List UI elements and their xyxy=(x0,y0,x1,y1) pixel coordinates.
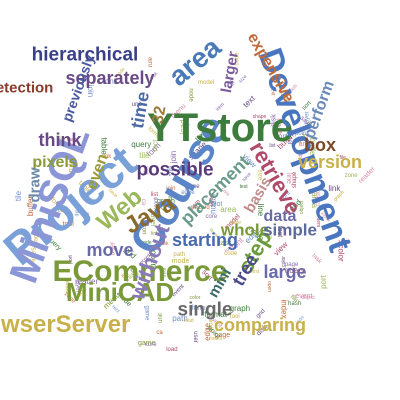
filler-word: query xyxy=(284,265,305,275)
filler-word: ca xyxy=(156,330,163,337)
filler-word: test xyxy=(251,268,260,275)
filler-word: load xyxy=(184,317,194,324)
filler-word: area xyxy=(298,141,313,149)
filler-word: font xyxy=(102,76,117,86)
filler-word: page xyxy=(214,331,231,339)
filler-word: core xyxy=(144,342,157,349)
filler-word: link xyxy=(328,184,341,193)
filler-word: unit xyxy=(338,238,350,246)
filler-word: area xyxy=(220,205,237,215)
filler-word: port xyxy=(318,275,328,290)
cloud-word-possible: possible xyxy=(136,159,214,181)
cloud-word-think: think xyxy=(38,130,82,150)
filler-word: view xyxy=(271,239,290,258)
filler-word: game xyxy=(143,305,150,321)
cloud-word-starting: starting xyxy=(171,230,239,250)
filler-word: user xyxy=(191,330,198,343)
cloud-word-data: data xyxy=(263,208,297,225)
cloud-word-draw: draw xyxy=(26,167,44,203)
filler-word: color xyxy=(189,295,201,302)
filler-word: plot xyxy=(211,200,223,208)
filler-word: page xyxy=(284,262,299,269)
cloud-word-simple: simple xyxy=(263,220,317,240)
filler-word: task xyxy=(218,240,232,248)
cloud-word-ytstore: YTstore xyxy=(147,106,293,150)
cloud-word-large: large xyxy=(263,262,307,282)
filler-word: index xyxy=(210,335,223,342)
filler-word: form xyxy=(191,305,206,313)
filler-word: file xyxy=(339,155,346,162)
filler-word: event xyxy=(295,292,313,300)
filler-word: open xyxy=(265,281,272,293)
cloud-word-ecommerce: ECommerce xyxy=(52,255,228,288)
filler-word: test xyxy=(239,184,248,191)
filler-word: game xyxy=(138,340,156,348)
filler-word: ca xyxy=(57,207,65,214)
cloud-word-comparing: comparing xyxy=(213,315,307,335)
filler-word: sort xyxy=(274,132,288,142)
filler-word: size xyxy=(238,73,249,85)
filler-word: graph xyxy=(156,198,175,206)
filler-word: point xyxy=(294,131,308,138)
filler-word: map xyxy=(66,136,77,143)
filler-word: record xyxy=(192,204,210,211)
filler-word: path xyxy=(173,251,186,258)
cloud-word-browserserver: BrowserServer xyxy=(0,311,131,338)
filler-word: zone xyxy=(344,172,358,179)
filler-word: task xyxy=(159,241,169,247)
filler-word: table xyxy=(230,219,241,226)
filler-word: unit xyxy=(157,313,164,324)
filler-word: core xyxy=(205,214,218,221)
filler-word: tool xyxy=(230,314,240,321)
filler-word: code xyxy=(224,250,238,257)
filler-word: list xyxy=(150,192,159,199)
filler-word: join xyxy=(166,186,176,193)
cloud-word-pixels: pixels xyxy=(32,154,78,171)
cloud-word-area: area xyxy=(162,31,227,93)
filler-word: model xyxy=(197,79,215,86)
filler-word: task xyxy=(310,253,323,266)
filler-word: graph xyxy=(229,303,251,313)
filler-word: shape xyxy=(252,114,267,121)
filler-word: edge xyxy=(203,323,213,342)
filler-word: tile xyxy=(139,151,150,161)
cloud-word-minicad: MiniCAD xyxy=(65,277,175,307)
cloud-word-32: 32 xyxy=(149,104,170,126)
filler-word: tool xyxy=(62,220,74,228)
cloud-word-whole: whole xyxy=(220,220,270,240)
cloud-word-box: box xyxy=(303,135,337,155)
filler-word: link xyxy=(102,153,112,160)
filler-word: format xyxy=(204,310,227,320)
filler-word: unit xyxy=(131,102,142,109)
cloud-word-detection: detection xyxy=(0,79,54,97)
cloud-word-separately: separately xyxy=(65,68,155,88)
filler-word: game xyxy=(184,184,200,191)
filler-word: path xyxy=(172,314,188,324)
filler-word: tile xyxy=(14,191,24,202)
cloud-word-single: single xyxy=(177,299,233,321)
filler-word: node xyxy=(188,88,195,102)
filler-word: load xyxy=(166,346,178,353)
filler-word: rule xyxy=(147,56,154,67)
cloud-word-move: move xyxy=(86,240,134,260)
filler-word: list xyxy=(269,143,276,150)
filler-word: hash xyxy=(288,301,302,308)
cloud-word-hierarchical: hierarchical xyxy=(31,44,139,66)
filler-word: edge xyxy=(181,190,195,197)
cloud-word-version: version xyxy=(297,152,363,172)
filler-word: code xyxy=(140,240,152,247)
filler-word: object xyxy=(301,294,315,301)
filler-word: reader xyxy=(74,277,99,287)
filler-word: link xyxy=(151,230,159,237)
filler-word: query xyxy=(131,140,152,150)
filler-word: mode xyxy=(171,258,190,266)
